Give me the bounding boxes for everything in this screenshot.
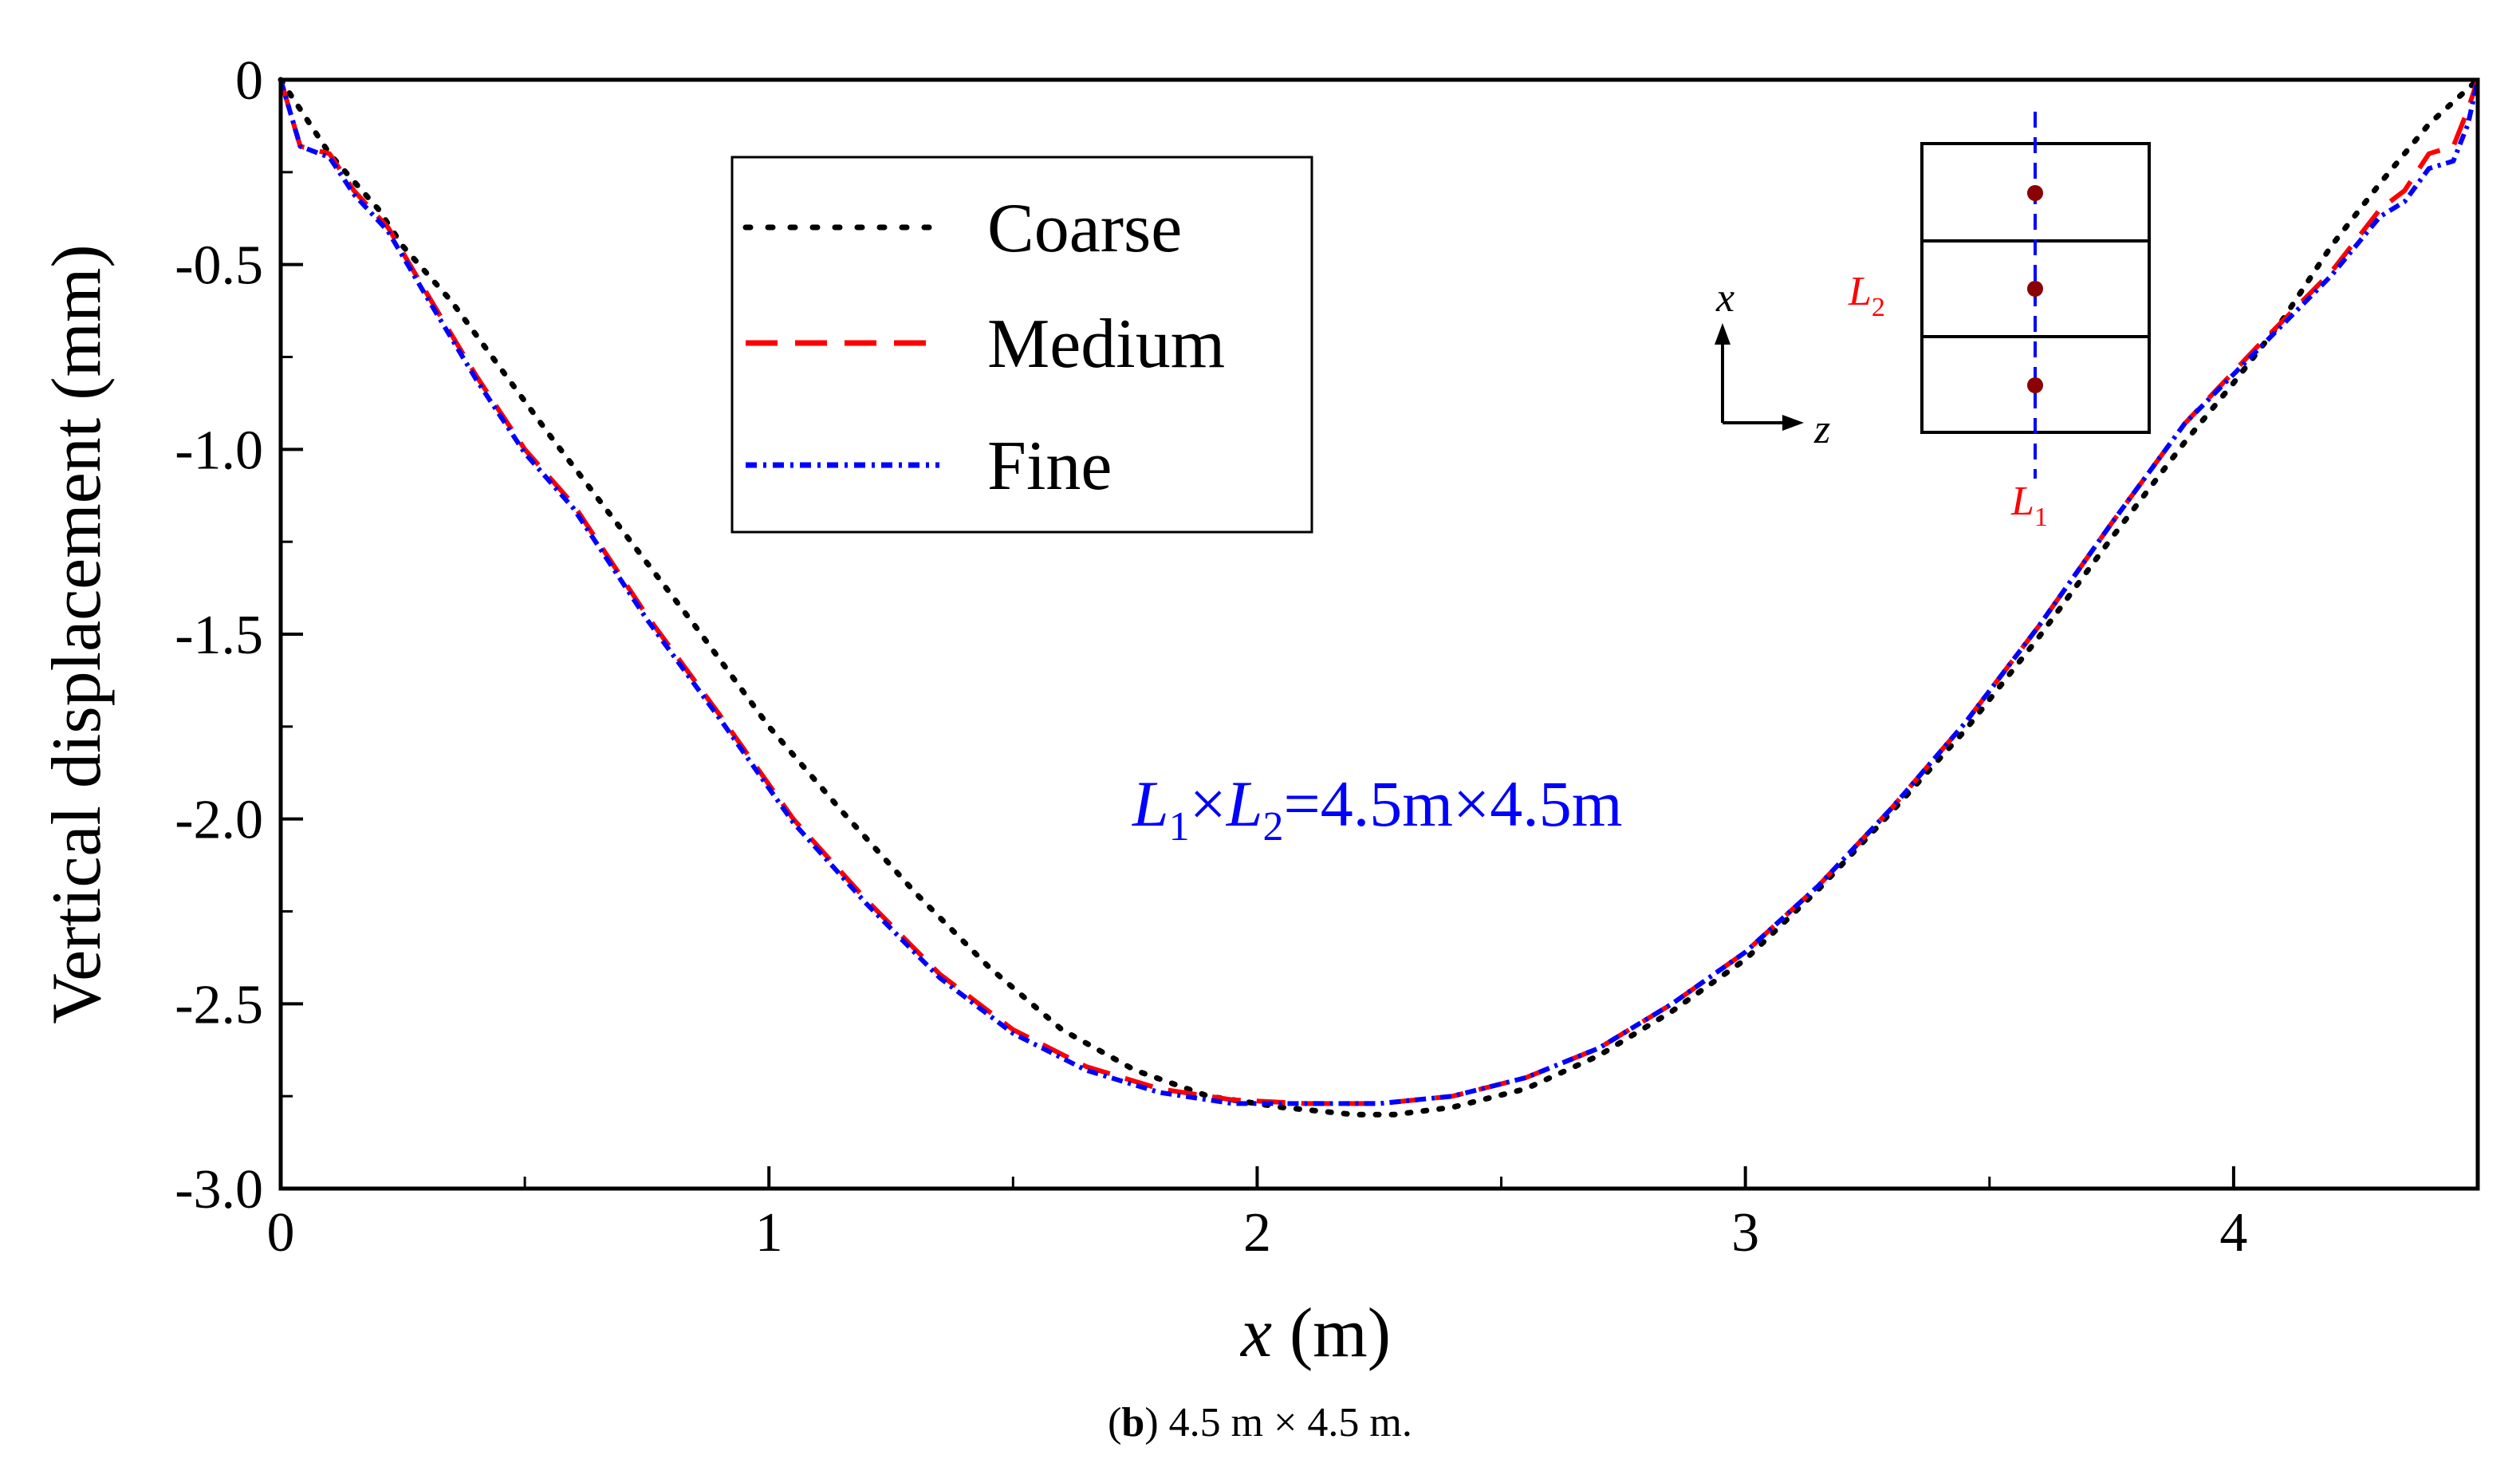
series-layer: [278, 77, 2481, 1118]
plot-frame: [278, 77, 2480, 1191]
legend-box: [730, 156, 1313, 534]
series-line-fine: [278, 79, 2480, 1106]
inset-point-3: [2027, 377, 2043, 393]
series-line-medium: [278, 79, 2480, 1106]
inset-axis-x-label: x: [1715, 275, 1734, 321]
x-tick-label: 2: [1243, 1202, 1271, 1264]
y-axis-title: Vertical displacement (mm): [38, 244, 116, 1023]
ticks-layer: 0 1 2 3 4 0 -0.5 -1.0 -1.5 -2.0 -2.5 -3.0: [175, 50, 2247, 1264]
series-line-coarse: [278, 77, 2481, 1118]
x-tick-label: 4: [2219, 1202, 2247, 1264]
y-tick-label: -0.5: [175, 235, 263, 297]
legend-label-medium: Medium: [987, 306, 1225, 383]
y-tick-label: -1.0: [175, 420, 263, 481]
legend: Coarse Medium Fine: [730, 156, 1313, 534]
y-tick-label: -2.0: [175, 790, 263, 851]
y-tick-label: 0: [235, 50, 263, 112]
legend-label-coarse: Coarse: [987, 190, 1182, 267]
inset-axis-z-arrowhead: [1782, 415, 1804, 431]
dimension-annotation: L1×L2=4.5m×4.5m: [1132, 767, 1623, 850]
y-tick-label: -2.5: [175, 974, 263, 1035]
inset-axis-x-arrowhead: [1715, 323, 1731, 345]
x-tick-label: 1: [755, 1202, 783, 1264]
x-axis-title: x (m): [1239, 1295, 1391, 1372]
x-tick-label: 0: [267, 1202, 295, 1264]
inset-l1-label: L1: [2010, 479, 2048, 532]
y-tick-label: -1.5: [175, 605, 263, 666]
inset-point-1: [2027, 185, 2043, 201]
inset-diagram: L2 L1 x z: [1715, 112, 2151, 532]
inset-axis-z-label: z: [1813, 407, 1830, 452]
x-tick-label: 3: [1731, 1202, 1759, 1264]
inset-point-2: [2027, 281, 2043, 297]
figure-caption: (b) 4.5 m × 4.5 m.: [1108, 1400, 1412, 1445]
y-tick-label: -3.0: [175, 1159, 263, 1220]
legend-label-fine: Fine: [987, 428, 1112, 505]
inset-l2-label: L2: [1848, 269, 1885, 322]
